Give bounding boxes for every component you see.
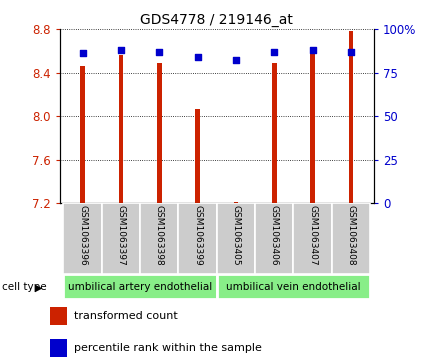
- Bar: [348, 31, 353, 203]
- FancyBboxPatch shape: [63, 274, 217, 299]
- Text: umbilical vein endothelial: umbilical vein endothelial: [226, 282, 361, 292]
- Text: GSM1063405: GSM1063405: [232, 205, 241, 266]
- Point: [79, 50, 86, 56]
- Text: ▶: ▶: [35, 282, 43, 293]
- Bar: [195, 109, 200, 203]
- Bar: [50, 307, 67, 325]
- Text: GSM1063398: GSM1063398: [155, 205, 164, 266]
- Point: [156, 49, 163, 54]
- Text: GSM1063399: GSM1063399: [193, 205, 202, 266]
- Point: [194, 54, 201, 60]
- FancyBboxPatch shape: [332, 203, 370, 274]
- FancyBboxPatch shape: [217, 203, 255, 274]
- FancyBboxPatch shape: [63, 203, 102, 274]
- Text: GSM1063407: GSM1063407: [308, 205, 317, 266]
- FancyBboxPatch shape: [255, 203, 293, 274]
- FancyBboxPatch shape: [293, 203, 332, 274]
- Point: [309, 47, 316, 53]
- FancyBboxPatch shape: [140, 203, 178, 274]
- Text: percentile rank within the sample: percentile rank within the sample: [74, 343, 262, 353]
- Text: GSM1063406: GSM1063406: [270, 205, 279, 266]
- Point: [348, 49, 354, 54]
- Bar: [310, 54, 315, 203]
- Point: [271, 49, 278, 54]
- FancyBboxPatch shape: [178, 203, 217, 274]
- Bar: [119, 55, 123, 203]
- Text: transformed count: transformed count: [74, 311, 178, 321]
- Text: umbilical artery endothelial: umbilical artery endothelial: [68, 282, 212, 292]
- Bar: [234, 201, 238, 203]
- Bar: [157, 63, 162, 203]
- Text: GSM1063397: GSM1063397: [116, 205, 125, 266]
- Bar: [272, 63, 277, 203]
- FancyBboxPatch shape: [102, 203, 140, 274]
- Text: cell type: cell type: [2, 282, 47, 293]
- Title: GDS4778 / 219146_at: GDS4778 / 219146_at: [140, 13, 293, 26]
- Bar: [50, 339, 67, 356]
- FancyBboxPatch shape: [217, 274, 370, 299]
- Point: [117, 47, 124, 53]
- Bar: [80, 66, 85, 203]
- Text: GSM1063408: GSM1063408: [346, 205, 355, 266]
- Text: GSM1063396: GSM1063396: [78, 205, 87, 266]
- Point: [232, 57, 239, 63]
